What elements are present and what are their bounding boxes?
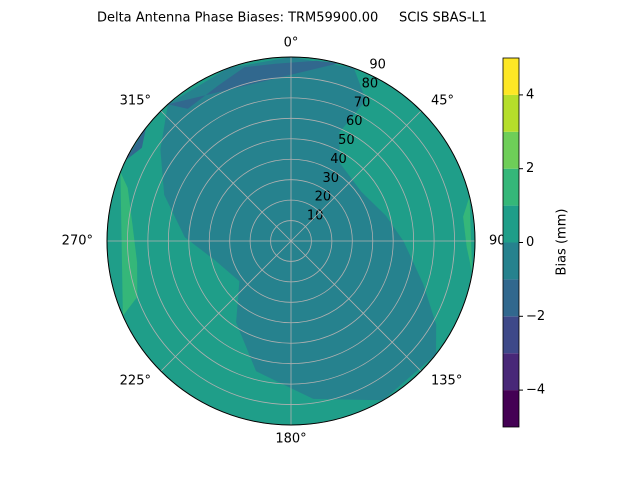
r-tick-label: 60 bbox=[346, 114, 363, 129]
theta-tick-label: 135° bbox=[431, 374, 462, 389]
colorbar-tick-label: −4 bbox=[526, 383, 545, 398]
grid-spoke bbox=[160, 240, 292, 372]
colorbar-band bbox=[503, 390, 519, 427]
contour-fill bbox=[167, 60, 339, 109]
r-tick-label: 20 bbox=[315, 190, 332, 205]
r-tick-label: 80 bbox=[362, 76, 379, 91]
grid-spoke bbox=[160, 110, 292, 242]
grid-spoke bbox=[290, 240, 422, 372]
theta-tick-label: 45° bbox=[431, 93, 454, 108]
r-tick-label: 30 bbox=[322, 171, 339, 186]
colorbar-tick-label: −2 bbox=[526, 309, 545, 324]
colorbar-band bbox=[503, 131, 519, 169]
r-tick-label: 50 bbox=[338, 133, 355, 148]
contour-fill bbox=[120, 172, 138, 316]
colorbar-band bbox=[503, 279, 519, 317]
contour-fill bbox=[463, 196, 473, 273]
colorbar-label: Bias (mm) bbox=[555, 209, 570, 276]
r-tick-label: 90 bbox=[369, 58, 386, 73]
contour-fill bbox=[125, 127, 146, 161]
colorbar-band bbox=[503, 205, 519, 243]
contour-fill bbox=[160, 57, 437, 401]
colorbar-band bbox=[503, 168, 519, 206]
colorbar-band bbox=[503, 242, 519, 280]
theta-tick-label: 270° bbox=[62, 234, 93, 249]
r-tick-label: 70 bbox=[354, 95, 371, 110]
r-tick-label: 40 bbox=[330, 152, 347, 167]
colorbar-band bbox=[503, 316, 519, 354]
colorbar-tick-label: 4 bbox=[526, 87, 534, 102]
grid-spoke bbox=[290, 110, 422, 242]
theta-tick-label: 180° bbox=[275, 432, 306, 447]
theta-tick-label: 0° bbox=[284, 36, 299, 51]
polar-frame bbox=[106, 56, 476, 426]
colorbar-band bbox=[503, 353, 519, 391]
colorbar-band bbox=[503, 94, 519, 132]
colorbar-band bbox=[503, 58, 519, 95]
theta-tick-label: 315° bbox=[120, 93, 151, 108]
chart-title: Delta Antenna Phase Biases: TRM59900.00 … bbox=[97, 11, 487, 26]
theta-tick-label: 225° bbox=[120, 374, 151, 389]
colorbar-tick-label: 2 bbox=[526, 161, 534, 176]
colorbar-tick-label: 0 bbox=[526, 235, 534, 250]
